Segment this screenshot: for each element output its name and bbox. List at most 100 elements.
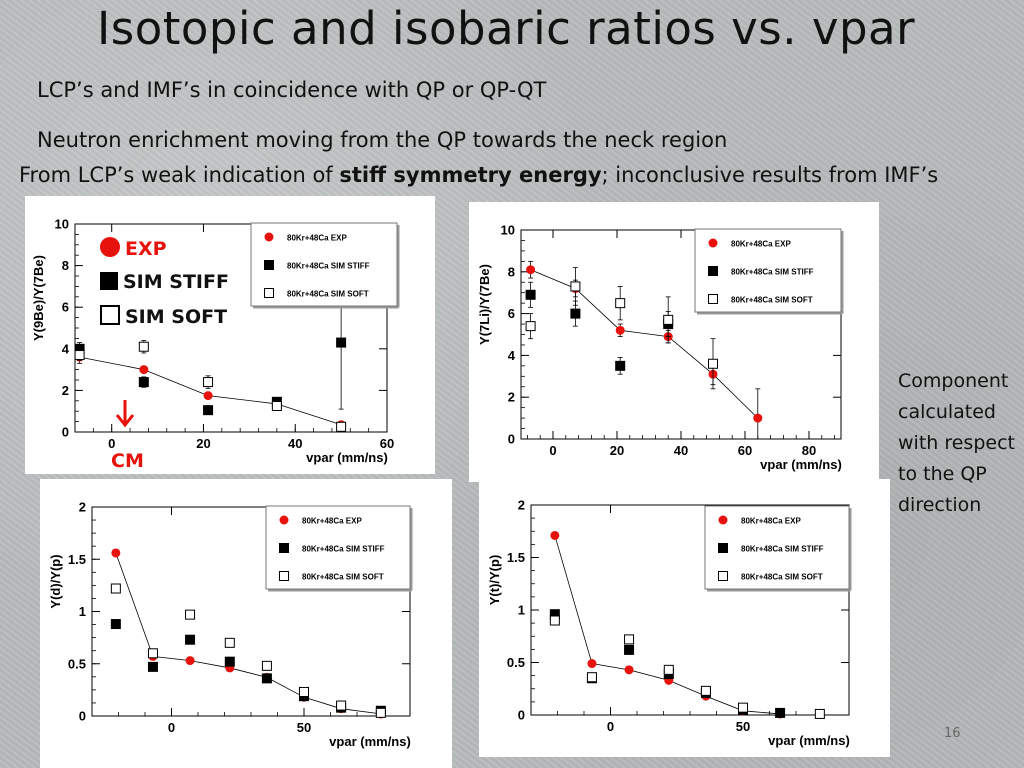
annotation-sim-soft-label: SIM SOFT (125, 306, 228, 328)
legend-exp-marker (718, 515, 728, 525)
sim-soft-point (138, 341, 149, 352)
sim-stiff-point (185, 634, 196, 645)
legend-sim-stiff-label: 80Kr+48Ca SIM STIFF (287, 262, 370, 271)
exp-point (203, 391, 213, 401)
y-tick-label: 1 (518, 603, 525, 618)
exp-point (185, 656, 195, 666)
sim-stiff-point (336, 337, 347, 348)
page-number: 16 (944, 726, 961, 741)
y-tick-label: 10 (55, 217, 69, 232)
legend-box (265, 505, 411, 590)
x-tick-label: 0 (607, 719, 614, 734)
sim-stiff-point (570, 308, 581, 319)
sim-soft-point (203, 377, 214, 388)
sim-stiff-point (74, 343, 85, 354)
sim-stiff-point (147, 661, 158, 672)
sim-soft-point (663, 314, 674, 325)
legend-sim-stiff-marker (718, 543, 728, 553)
legend-sim-soft-label: 80Kr+48Ca SIM SOFT (741, 573, 823, 582)
annotation-sim-stiff: SIM STIFF (100, 271, 229, 293)
sim-soft-point (261, 660, 272, 671)
y-tick-label: 8 (508, 264, 515, 279)
y-tick-label: 0 (518, 708, 525, 723)
sim-stiff-point (615, 360, 626, 371)
x-tick-label: 20 (196, 436, 210, 451)
x-tick-label: 60 (738, 443, 752, 458)
sim-stiff-point (110, 619, 121, 630)
sim-soft-point (147, 648, 158, 659)
x-tick-label: 60 (380, 436, 394, 451)
legend-sim-stiff-marker (708, 266, 718, 276)
sim-soft-point (74, 350, 85, 361)
chart-be-ratio: 0 2 4 6 8 10 0 20 40 60 vpar (mm/ns) Y(9Be)/Y(7Be) 8… (25, 196, 435, 474)
legend-sim-stiff-label: 80Kr+48Ca SIM STIFF (731, 268, 814, 277)
y-tick-label: 2 (518, 498, 525, 513)
slide-title: Isotopic and isobaric ratios vs. vpar (97, 2, 916, 55)
annotation-exp: EXP (100, 237, 167, 260)
sim-soft-point (110, 583, 121, 594)
x-axis-label: vpar (mm/ns) (329, 734, 411, 749)
chart-t-p-ratio-svg: 0 0.5 1 1.5 2 0 50 vpar (mm/ns) Y(t)/Y(p) 80Kr+48… (487, 498, 852, 748)
legend-exp-marker (279, 515, 289, 525)
legend-sim-stiff-label: 80Kr+48Ca SIM STIFF (302, 545, 385, 554)
sim-soft-point (663, 664, 674, 675)
side-note: Component calculated with respect to the… (898, 370, 1015, 516)
sim-soft-point (549, 615, 560, 626)
soft-marker-icon (100, 305, 120, 325)
annotation-sim-stiff-label: SIM STIFF (123, 271, 229, 293)
sim-stiff-point (203, 405, 214, 416)
exp-point (139, 365, 149, 375)
exp-marker-icon (100, 237, 120, 257)
y-tick-label: 6 (62, 300, 69, 315)
sim-stiff-point (775, 707, 786, 718)
annotation-exp-label: EXP (125, 238, 167, 260)
y-axis-label: Y(9Be)/Y(7Be) (31, 255, 46, 341)
bullet-conclusion-bold: stiff symmetry energy (339, 163, 602, 187)
x-tick-label: 0 (108, 436, 115, 451)
bullet-neutron-enrichment: Neutron enrichment moving from the QP to… (37, 128, 728, 152)
sim-soft-point (814, 708, 825, 719)
exp-point (550, 530, 560, 540)
chart-t-p-ratio: 0 0.5 1 1.5 2 0 50 vpar (mm/ns) Y(t)/Y(p) 80Kr+48… (479, 479, 890, 757)
legend-sim-stiff-label: 80Kr+48Ca SIM STIFF (741, 545, 824, 554)
exp-point (587, 659, 597, 669)
y-tick-label: 1 (79, 604, 86, 619)
y-tick-label: 4 (62, 341, 70, 356)
x-tick-label: 40 (288, 436, 302, 451)
legend-sim-soft-marker (279, 571, 289, 581)
y-tick-label: 0.5 (68, 656, 86, 671)
bullet-coincidence: LCP’s and IMF’s in coincidence with QP o… (37, 78, 547, 102)
y-tick-label: 2 (508, 390, 515, 405)
y-tick-label: 10 (501, 223, 515, 238)
legend-sim-soft-marker (264, 288, 274, 298)
sim-soft-point (525, 321, 536, 332)
y-tick-label: 0 (79, 709, 86, 724)
x-tick-label: 50 (297, 720, 311, 735)
x-tick-label: 20 (610, 443, 624, 458)
exp-point (753, 413, 763, 423)
y-tick-label: 2 (79, 500, 86, 515)
x-tick-label: 50 (736, 719, 750, 734)
legend-sim-soft-label: 80Kr+48Ca SIM SOFT (287, 290, 369, 299)
sim-soft-point (624, 634, 635, 645)
exp-line (530, 269, 759, 419)
sim-stiff-point (624, 644, 635, 655)
sim-soft-point (700, 685, 711, 696)
chart-d-p-ratio: 0 0.5 1 1.5 2 0 50 vpar (mm/ns) Y(d)/Y(p) 80Kr+48… (40, 479, 452, 768)
y-tick-label: 2 (62, 383, 69, 398)
x-tick-label: 0 (549, 443, 556, 458)
sim-soft-point (299, 686, 309, 697)
legend-sim-soft-label: 80Kr+48Ca SIM SOFT (731, 296, 813, 305)
annotation-cm: CM (111, 450, 144, 472)
y-tick-label: 1.5 (68, 552, 86, 567)
y-axis-label: Y(d)/Y(p) (48, 554, 63, 608)
sim-stiff-point (224, 656, 235, 667)
sim-soft-point (738, 702, 748, 713)
sim-soft-point (336, 421, 347, 432)
y-axis-label: Y(t)/Y(p) (487, 555, 502, 606)
x-axis-label: vpar (mm/ns) (760, 457, 842, 472)
y-tick-label: 0 (62, 425, 69, 440)
exp-line (115, 552, 381, 715)
